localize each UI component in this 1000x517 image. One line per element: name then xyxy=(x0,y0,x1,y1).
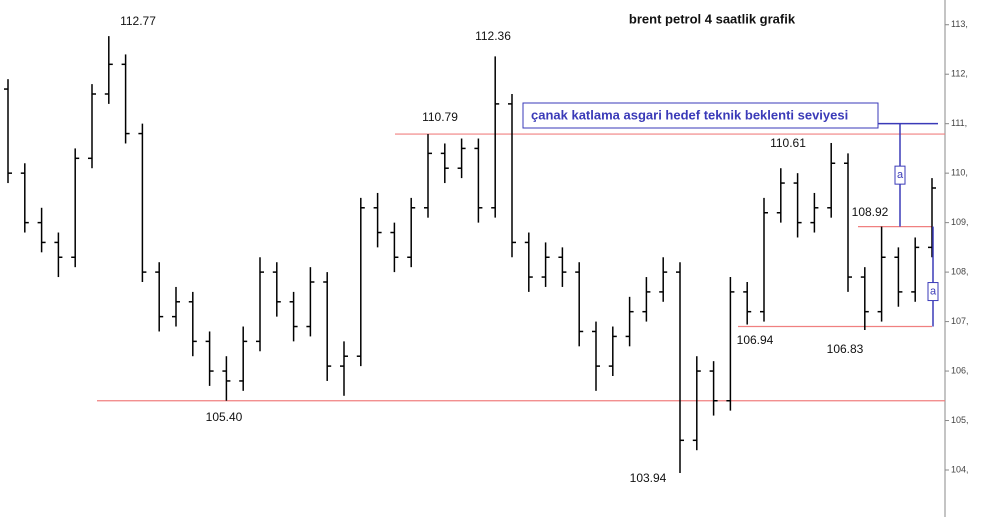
bracket-box xyxy=(894,165,906,185)
y-tick-label: 104, xyxy=(951,464,969,474)
y-tick-label: 112, xyxy=(951,69,968,79)
price-annotation: 103.94 xyxy=(630,471,667,485)
price-annotation: 112.36 xyxy=(475,29,511,43)
bracket-box xyxy=(927,282,939,302)
bracket-label: a xyxy=(930,285,937,297)
price-annotation: 108.92 xyxy=(852,205,889,219)
y-tick-label: 113, xyxy=(951,19,968,29)
y-tick-label: 110, xyxy=(951,168,968,178)
y-tick-label: 107, xyxy=(951,316,969,326)
price-annotation: 106.94 xyxy=(737,333,774,347)
callout-box xyxy=(522,102,879,129)
price-annotation: 110.79 xyxy=(422,110,458,124)
y-tick-label: 108, xyxy=(951,266,969,276)
callout-text: çanak katlama asgari hedef teknik beklen… xyxy=(531,107,848,122)
y-tick-label: 105, xyxy=(951,415,969,425)
price-annotation: 110.61 xyxy=(770,136,806,150)
chart-title: brent petrol 4 saatlik grafik xyxy=(629,11,796,26)
price-annotation: 105.40 xyxy=(206,410,243,424)
y-tick-label: 109, xyxy=(951,217,969,227)
y-tick-label: 111, xyxy=(951,118,967,128)
y-tick-label: 106, xyxy=(951,365,969,375)
price-annotation: 106.83 xyxy=(827,342,864,356)
bracket-label: a xyxy=(897,169,904,181)
price-annotation: 112.77 xyxy=(120,14,156,28)
